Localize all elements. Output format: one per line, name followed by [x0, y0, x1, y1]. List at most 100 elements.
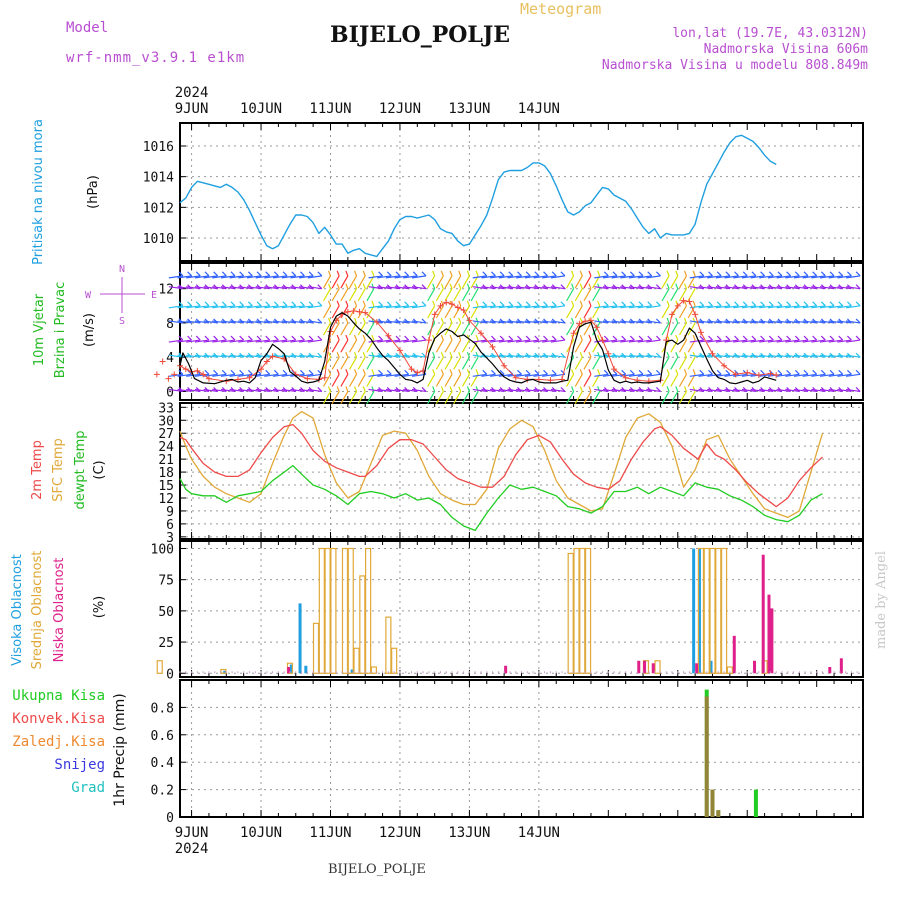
wind-barb-flag	[812, 271, 818, 277]
wind-barb-flag	[675, 317, 679, 324]
wind-barb	[698, 320, 713, 324]
wind-barb	[368, 275, 383, 279]
wind-barb	[715, 275, 730, 279]
precip-axis-title: 1hr Precip (mm)	[112, 693, 128, 806]
wind-barb	[194, 286, 210, 290]
gust-marker	[466, 317, 473, 324]
wind-barb-flag	[213, 335, 219, 341]
wind-barb-flag	[440, 317, 444, 324]
y-tick-label: 4	[166, 351, 174, 366]
wind-barb-flag	[195, 271, 201, 277]
y-tick-label: 0	[166, 667, 174, 682]
wind-barb	[646, 320, 661, 324]
wind-barb-flag	[247, 271, 253, 277]
wind-barb	[750, 305, 765, 309]
bottom-day-label: 14JUN	[518, 825, 560, 841]
low-cloud-bar	[695, 663, 699, 674]
top-day-label: 13JUN	[448, 101, 490, 117]
wind-barb-flag	[404, 271, 410, 277]
wind-barb	[490, 354, 505, 358]
bottom-day-label: 9JUN	[175, 825, 209, 841]
wind-barb	[776, 339, 791, 343]
wind-barb	[470, 305, 479, 319]
low-cloud-bar	[839, 658, 843, 674]
wind-barb-flag	[378, 271, 384, 277]
wind-barb	[470, 339, 479, 353]
wind-barb-flag	[675, 351, 679, 358]
wind-barb-flag	[327, 351, 332, 358]
wind-barb	[637, 354, 652, 358]
wind-barb	[828, 339, 843, 343]
wind-barb-flag	[353, 270, 358, 277]
wind-barb-flag	[855, 335, 861, 341]
wind-barb-flag	[466, 369, 470, 375]
wind-barb	[444, 322, 453, 336]
wind-barb-flag	[308, 335, 314, 341]
high-cloud-bars	[223, 548, 713, 674]
wind-barb	[516, 286, 531, 290]
wind-barb	[264, 275, 279, 279]
wind-barb	[802, 286, 817, 290]
wind-barb-flag	[571, 270, 575, 277]
wind-barb	[846, 320, 861, 324]
wind-barb-flag	[247, 301, 253, 307]
wind-barb-flag	[560, 369, 566, 375]
wind-barb	[542, 320, 557, 324]
wind-barb-flag	[597, 369, 601, 375]
sfc-temp-line	[179, 410, 824, 519]
wind-barb-flag	[551, 301, 557, 307]
wind-barb	[811, 305, 826, 309]
wind-barb-flag	[655, 301, 661, 307]
wind-barb	[637, 305, 652, 309]
gust-marker	[269, 353, 276, 360]
wind-barb	[411, 354, 427, 358]
wind-barb-flag	[855, 352, 861, 358]
credit-text: made by Angel	[874, 551, 889, 649]
wind-barb	[733, 305, 748, 309]
wind-barb-flag	[317, 387, 323, 392]
wind-barb	[759, 320, 774, 324]
wind-barb	[724, 354, 739, 358]
total-rain-bar	[753, 789, 758, 817]
wind-barb-flag	[612, 335, 618, 341]
wind-barb	[846, 305, 861, 309]
wind-barb-flag	[534, 301, 540, 307]
wind-barb	[212, 388, 227, 393]
wind-barb	[507, 275, 522, 279]
panel-frame	[179, 540, 864, 678]
wind-barb-flag	[692, 334, 696, 341]
wind-barb	[281, 286, 296, 290]
mid-cloud-bar	[330, 547, 337, 674]
wind-barb-flag	[579, 369, 583, 375]
wind-barb-flag	[336, 300, 340, 307]
wind-barb	[246, 388, 262, 393]
wind-barb	[687, 339, 696, 353]
wind-barb-flag	[829, 301, 835, 307]
wind-barb	[461, 275, 470, 289]
wind-barb	[498, 320, 513, 324]
wind-barb-flag	[499, 301, 505, 307]
wind-barb	[628, 305, 644, 309]
wind-barb-flag	[560, 352, 566, 358]
low-cloud-bar	[287, 667, 291, 674]
wind-barb-flag	[221, 301, 227, 307]
wind-barb	[357, 356, 366, 370]
wind-barb	[741, 286, 757, 290]
wind-barb	[307, 354, 322, 358]
gust-marker	[258, 366, 265, 373]
wind-barb	[524, 373, 539, 377]
wind-barb	[481, 339, 496, 343]
wind-barb	[220, 373, 236, 377]
wind-barb	[470, 356, 479, 370]
wind-barb	[238, 388, 253, 393]
y-tick-label: 100	[151, 542, 174, 557]
wind-barb-flag	[239, 271, 245, 277]
gust-marker	[622, 374, 629, 381]
wind-barb	[846, 388, 861, 393]
wind-barb	[793, 373, 809, 377]
wind-barb	[661, 374, 670, 387]
wind-barb-flag	[675, 334, 679, 341]
wind-barb	[741, 373, 757, 377]
wind-barb	[542, 275, 557, 279]
